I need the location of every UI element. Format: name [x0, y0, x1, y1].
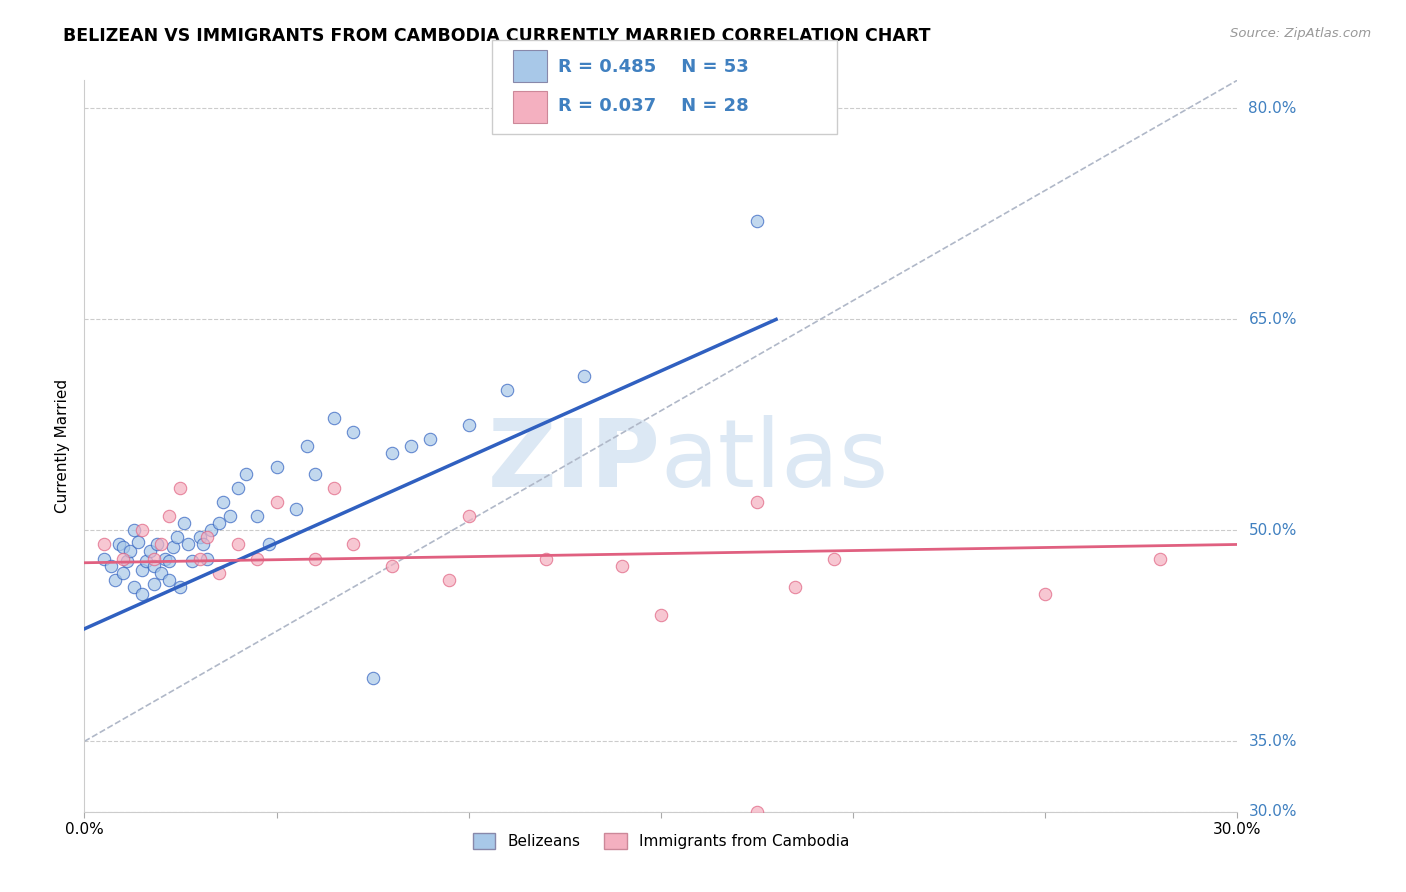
Point [188, 551, 211, 566]
Point [150, 566, 173, 580]
Point [399, 439, 422, 453]
Text: 80.0%: 80.0% [1249, 101, 1296, 116]
Text: BELIZEAN VS IMMIGRANTS FROM CAMBODIA CURRENTLY MARRIED CORRELATION CHART: BELIZEAN VS IMMIGRANTS FROM CAMBODIA CUR… [63, 27, 931, 45]
Y-axis label: Currently Married: Currently Married [55, 379, 70, 513]
Text: 65.0%: 65.0% [1249, 312, 1296, 326]
Point [195, 551, 218, 566]
Point [823, 551, 845, 566]
Point [457, 417, 479, 432]
Text: ZIP: ZIP [488, 415, 661, 507]
Point [457, 509, 479, 524]
Text: R = 0.485    N = 53: R = 0.485 N = 53 [558, 58, 749, 76]
Point [124, 524, 146, 538]
Point [284, 502, 307, 516]
Text: 35.0%: 35.0% [1249, 734, 1296, 749]
Point [439, 573, 461, 587]
Point [146, 537, 169, 551]
Point [419, 432, 441, 446]
Point [785, 580, 807, 594]
Point [195, 530, 218, 544]
Point [226, 481, 249, 495]
Point [304, 551, 326, 566]
Point [157, 554, 180, 568]
Point [115, 554, 138, 568]
Text: atlas: atlas [661, 415, 889, 507]
Point [200, 524, 222, 538]
Point [208, 566, 231, 580]
Point [323, 410, 346, 425]
Point [173, 516, 195, 531]
Point [745, 495, 768, 509]
Point [100, 558, 122, 573]
Point [93, 537, 115, 551]
Point [127, 534, 149, 549]
Point [111, 551, 134, 566]
Point [612, 558, 634, 573]
Point [496, 383, 519, 397]
Point [650, 607, 672, 622]
Point [211, 495, 233, 509]
Point [181, 554, 204, 568]
Point [150, 537, 173, 551]
Point [226, 537, 249, 551]
Point [745, 214, 768, 228]
Point [219, 509, 242, 524]
Point [235, 467, 257, 482]
Point [142, 577, 165, 591]
Point [266, 495, 288, 509]
Point [153, 551, 176, 566]
Point [131, 587, 153, 601]
Point [162, 541, 184, 555]
Point [1033, 587, 1056, 601]
Point [572, 368, 595, 383]
Point [1149, 551, 1171, 566]
Point [342, 537, 364, 551]
Point [142, 551, 165, 566]
Point [745, 805, 768, 819]
Point [138, 544, 160, 558]
Point [166, 530, 188, 544]
Point [257, 537, 280, 551]
Point [381, 446, 404, 460]
Point [361, 671, 384, 685]
Point [135, 554, 157, 568]
Point [193, 537, 215, 551]
Point [131, 563, 153, 577]
Point [342, 425, 364, 439]
Text: 50.0%: 50.0% [1249, 523, 1296, 538]
Point [188, 530, 211, 544]
Point [208, 516, 231, 531]
Point [246, 509, 269, 524]
Text: R = 0.037    N = 28: R = 0.037 N = 28 [558, 96, 749, 114]
Legend: Belizeans, Immigrants from Cambodia: Belizeans, Immigrants from Cambodia [467, 827, 855, 855]
Point [304, 467, 326, 482]
Point [111, 566, 134, 580]
Text: 30.0%: 30.0% [1249, 805, 1296, 819]
Point [534, 551, 557, 566]
Point [169, 481, 191, 495]
Point [157, 509, 180, 524]
Point [177, 537, 200, 551]
Point [266, 460, 288, 475]
Point [323, 481, 346, 495]
Point [124, 580, 146, 594]
Point [381, 558, 404, 573]
Point [297, 439, 319, 453]
Text: Source: ZipAtlas.com: Source: ZipAtlas.com [1230, 27, 1371, 40]
Point [157, 573, 180, 587]
Point [93, 551, 115, 566]
Point [120, 544, 142, 558]
Point [131, 524, 153, 538]
Point [246, 551, 269, 566]
Point [108, 537, 131, 551]
Point [142, 558, 165, 573]
Point [111, 541, 134, 555]
Point [104, 573, 127, 587]
Point [169, 580, 191, 594]
